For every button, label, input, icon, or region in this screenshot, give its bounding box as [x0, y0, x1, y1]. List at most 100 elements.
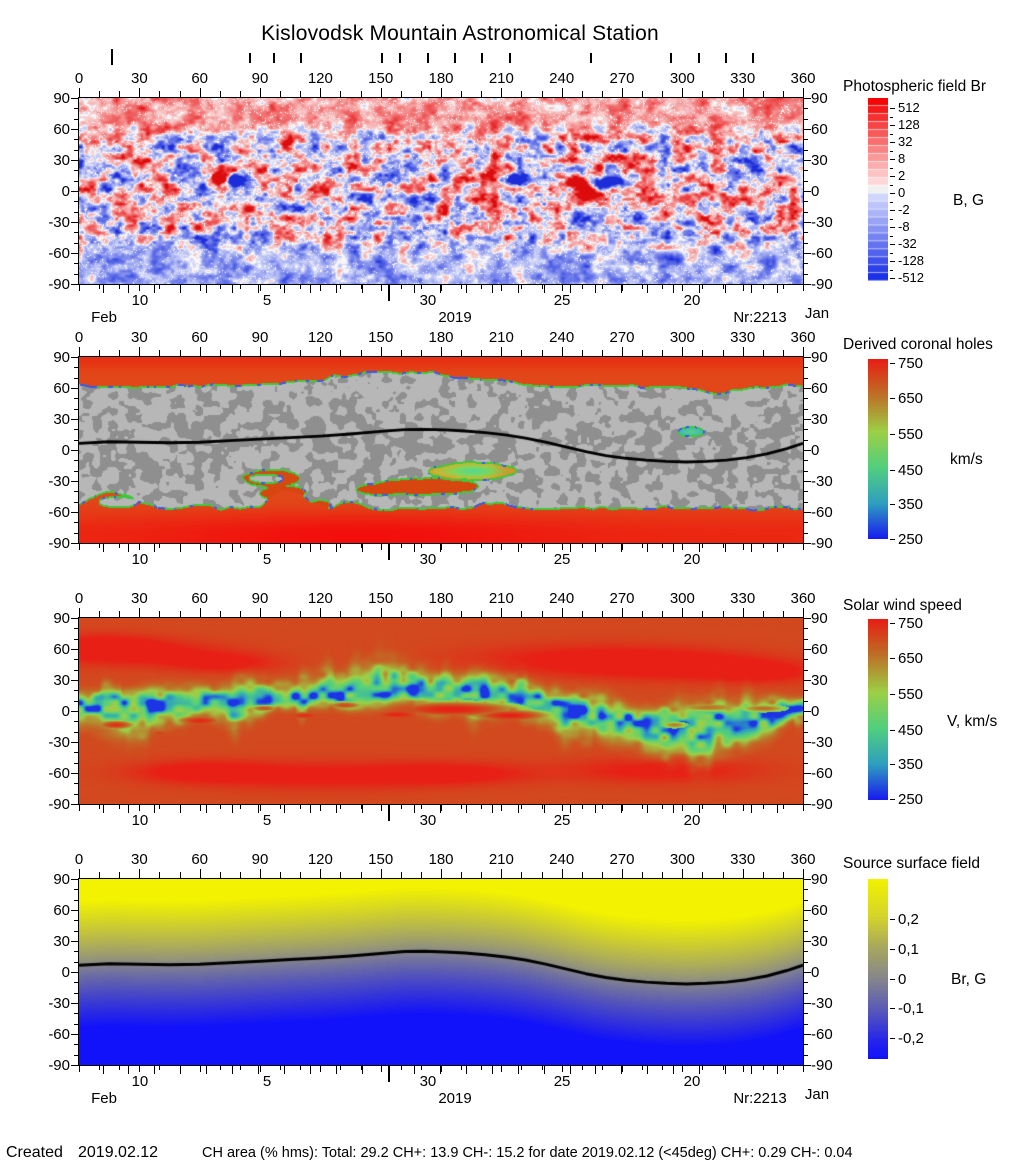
lat-tick-mark [804, 512, 811, 513]
lon-tick-mark [99, 1066, 101, 1070]
lon-tick-mark [139, 544, 141, 550]
lon-tick-mark [682, 1066, 684, 1072]
lon-tick-mark [119, 611, 121, 617]
date-tick-label: 10 [131, 292, 149, 309]
day-tick-mark [284, 544, 286, 552]
lon-tick-mark [782, 1066, 784, 1070]
lat-tick-mark [74, 439, 78, 441]
lon-tick-mark [280, 611, 282, 617]
lat-tick-mark [804, 501, 808, 503]
day-tick-mark [232, 1066, 234, 1074]
source-surface-field-map [79, 879, 803, 1065]
lon-tick-mark [601, 544, 603, 548]
colorbar-tick-mark [890, 227, 895, 228]
day-tick-mark [310, 544, 312, 552]
lat-tick-label: -30 [48, 995, 70, 1012]
lat-tick-label: -30 [811, 473, 833, 490]
colorbar-tick-mark [890, 504, 895, 505]
lat-tick-mark [804, 899, 808, 901]
lon-tick-mark [320, 805, 322, 811]
lat-tick-mark [74, 139, 78, 141]
lat-tick-mark [804, 532, 808, 534]
lon-tick-mark [79, 347, 80, 356]
lon-tick-mark [380, 285, 382, 291]
day-tick-mark [751, 544, 753, 552]
lon-tick-mark [501, 805, 503, 811]
lat-tick-mark [804, 951, 808, 953]
lat-tick-mark [74, 752, 78, 754]
lon-tick-mark [300, 611, 302, 617]
lon-tick-mark [682, 544, 684, 550]
colorbar-tick-mark [890, 398, 895, 399]
colorbar-tick-mark [890, 949, 895, 950]
lon-tick-mark [622, 608, 623, 617]
lon-tick-mark [79, 869, 80, 878]
day-tick-mark [569, 544, 571, 552]
lon-tick-mark [239, 350, 241, 356]
lat-tick-mark [804, 1034, 811, 1035]
lat-tick-label: 30 [53, 152, 70, 169]
lon-tick-mark [280, 91, 282, 97]
panel-title-coronal-holes: Derived coronal holes [843, 336, 993, 353]
lon-tick-mark [159, 91, 161, 97]
lon-tick-mark [260, 869, 261, 878]
lon-tick-mark [622, 805, 623, 811]
lat-tick-mark [74, 398, 78, 400]
lon-tick-mark [260, 285, 261, 291]
day-tick-mark [361, 805, 363, 813]
lon-tick-label: 300 [669, 590, 695, 607]
lon-tick-mark [561, 869, 563, 878]
colorbar-tick-label: 0 [898, 971, 907, 988]
lat-tick-mark [804, 201, 808, 203]
lon-tick-mark [803, 544, 804, 550]
lon-tick-mark [601, 1066, 603, 1070]
lat-tick-mark [804, 263, 808, 265]
day-tick-mark [569, 1066, 571, 1074]
lat-tick-mark [74, 793, 78, 795]
lon-tick-mark [541, 611, 543, 617]
lon-tick-mark [139, 869, 141, 878]
date-tick-label: 20 [683, 551, 701, 568]
day-tick-mark [517, 285, 519, 293]
lon-tick-mark [360, 805, 362, 809]
date-tick-label: 30 [419, 1073, 437, 1090]
day-tick-mark [725, 544, 727, 552]
lon-tick-mark [320, 88, 322, 97]
lon-tick-label: 30 [130, 70, 148, 87]
day-tick-mark [751, 285, 753, 293]
lon-tick-mark [179, 350, 181, 356]
lat-tick-label: 60 [53, 641, 70, 658]
lon-tick-mark [441, 347, 442, 356]
day-tick-mark [154, 285, 156, 293]
colorbar-tick-mark [890, 658, 895, 659]
lat-tick-label: -60 [811, 504, 833, 521]
lon-tick-mark [280, 285, 282, 289]
lat-tick-mark [804, 972, 811, 973]
lon-tick-mark [400, 805, 402, 809]
colorbar-tick-label: -32 [898, 236, 917, 251]
lon-tick-mark [803, 608, 804, 617]
lon-tick-mark [320, 544, 322, 550]
lon-tick-mark [420, 544, 422, 548]
lon-tick-mark [762, 350, 764, 356]
lon-tick-mark [260, 347, 261, 356]
lon-tick-mark [159, 872, 161, 878]
day-tick-mark [491, 1066, 493, 1074]
colorbar-tick-mark [890, 261, 895, 262]
lat-tick-mark [74, 930, 78, 932]
lat-tick-mark [71, 388, 78, 389]
lon-tick-mark [521, 805, 523, 809]
lat-tick-mark [71, 253, 78, 254]
colorbar-tick-mark [890, 730, 895, 731]
lat-tick-label: -90 [48, 276, 70, 293]
lon-tick-mark [159, 544, 161, 548]
lat-tick-label: 30 [811, 152, 828, 169]
lon-tick-mark [601, 350, 603, 356]
day-tick-mark [673, 805, 675, 813]
lon-tick-label: 300 [669, 329, 695, 346]
lon-tick-mark [722, 544, 724, 548]
lon-tick-mark [320, 1066, 322, 1072]
lat-tick-mark [74, 669, 78, 671]
lat-tick-mark [804, 992, 808, 994]
lon-tick-mark [179, 805, 181, 809]
